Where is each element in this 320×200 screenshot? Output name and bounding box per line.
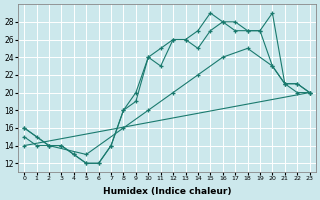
X-axis label: Humidex (Indice chaleur): Humidex (Indice chaleur) <box>103 187 231 196</box>
